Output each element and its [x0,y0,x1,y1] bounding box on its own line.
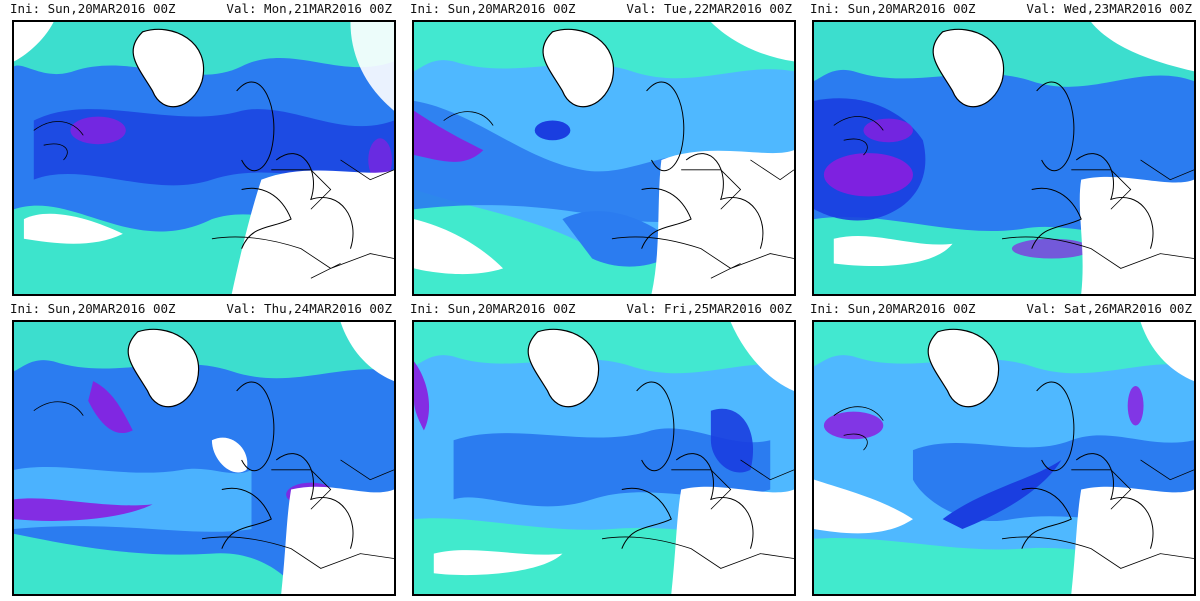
forecast-panel-3: Ini: Sun,20MAR2016 00Z Val: Wed,23MAR201… [800,0,1200,300]
valid-time-label: Val: Tue,22MAR2016 00Z [626,1,792,16]
forecast-field-6 [814,322,1194,594]
forecast-map-2 [412,20,796,296]
forecast-field-4 [14,322,394,594]
forecast-panel-2: Ini: Sun,20MAR2016 00Z Val: Tue,22MAR201… [400,0,800,300]
forecast-panel-6: Ini: Sun,20MAR2016 00Z Val: Sat,26MAR201… [800,300,1200,600]
forecast-field-5 [414,322,794,594]
init-time-label: Ini: Sun,20MAR2016 00Z [810,301,976,316]
valid-time-label: Val: Wed,23MAR2016 00Z [1026,1,1192,16]
panel-header: Ini: Sun,20MAR2016 00Z Val: Tue,22MAR201… [410,0,792,18]
init-time-label: Ini: Sun,20MAR2016 00Z [410,301,576,316]
panel-header: Ini: Sun,20MAR2016 00Z Val: Sat,26MAR201… [810,300,1192,318]
forecast-field-2 [414,22,794,294]
init-time-label: Ini: Sun,20MAR2016 00Z [410,1,576,16]
panel-header: Ini: Sun,20MAR2016 00Z Val: Wed,23MAR201… [810,0,1192,18]
panel-header: Ini: Sun,20MAR2016 00Z Val: Fri,25MAR201… [410,300,792,318]
panel-header: Ini: Sun,20MAR2016 00Z Val: Thu,24MAR201… [10,300,392,318]
panel-header: Ini: Sun,20MAR2016 00Z Val: Mon,21MAR201… [10,0,392,18]
valid-time-label: Val: Sat,26MAR2016 00Z [1026,301,1192,316]
valid-time-label: Val: Fri,25MAR2016 00Z [626,301,792,316]
forecast-map-4 [12,320,396,596]
valid-time-label: Val: Thu,24MAR2016 00Z [226,301,392,316]
forecast-field-3 [814,22,1194,294]
forecast-map-5 [412,320,796,596]
forecast-map-1 [12,20,396,296]
forecast-map-3 [812,20,1196,296]
forecast-panel-4: Ini: Sun,20MAR2016 00Z Val: Thu,24MAR201… [0,300,400,600]
forecast-field-1 [14,22,394,294]
init-time-label: Ini: Sun,20MAR2016 00Z [810,1,976,16]
init-time-label: Ini: Sun,20MAR2016 00Z [10,301,176,316]
init-time-label: Ini: Sun,20MAR2016 00Z [10,1,176,16]
forecast-panel-1: Ini: Sun,20MAR2016 00Z Val: Mon,21MAR201… [0,0,400,300]
forecast-map-6 [812,320,1196,596]
forecast-panel-5: Ini: Sun,20MAR2016 00Z Val: Fri,25MAR201… [400,300,800,600]
valid-time-label: Val: Mon,21MAR2016 00Z [226,1,392,16]
